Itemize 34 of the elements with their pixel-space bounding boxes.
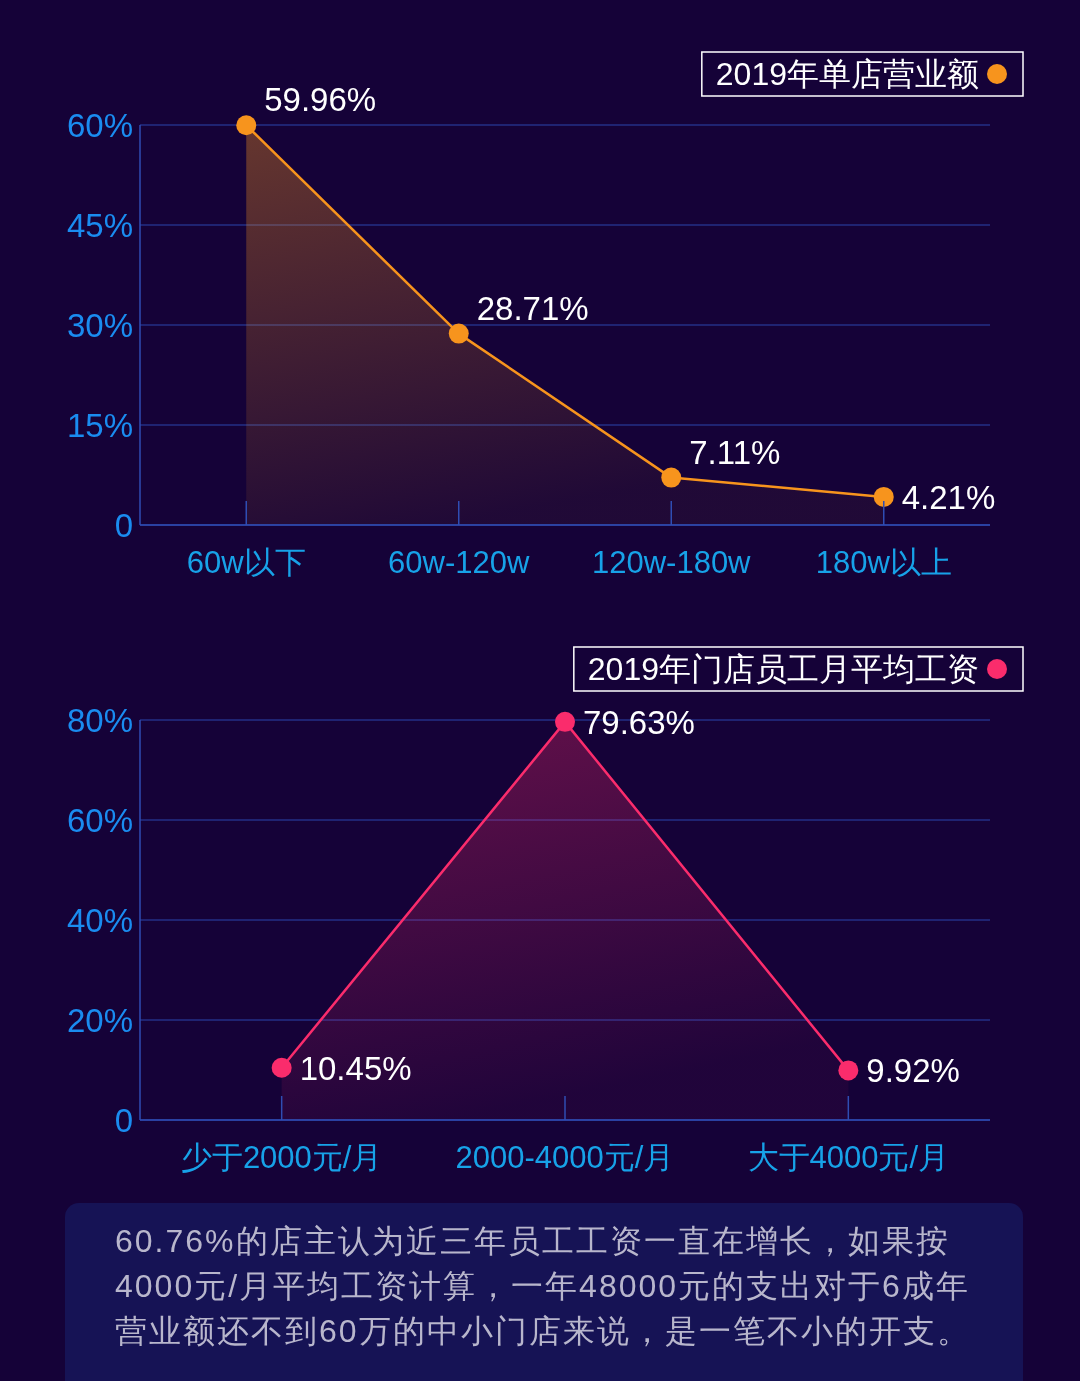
x-tick-label: 少于2000元/月 [180, 1140, 383, 1175]
y-tick-label: 20% [66, 1002, 133, 1039]
y-tick-label: 0 [114, 507, 133, 544]
data-label: 4.21% [901, 478, 996, 516]
point [236, 115, 257, 136]
y-tick-label: 30% [66, 307, 133, 344]
y-tick-label: 45% [66, 207, 133, 244]
legend-label: 2019年单店营业额 [715, 56, 979, 92]
y-tick-label: 60% [66, 802, 133, 839]
x-tick-label: 2000-4000元/月 [455, 1140, 675, 1175]
x-tick-label: 180w以上 [815, 545, 952, 580]
x-tick-label: 大于4000元/月 [747, 1140, 950, 1175]
legend-label: 2019年门店员工月平均工资 [587, 651, 979, 687]
data-label: 10.45% [299, 1049, 412, 1087]
y-tick-label: 0 [114, 1102, 133, 1139]
point [271, 1057, 292, 1078]
data-label: 9.92% [866, 1052, 960, 1090]
y-tick-label: 15% [66, 407, 133, 444]
text: 60.76%的店主认为近三年员工工资一直在增长，如果按4000元/月平均工资计算，一年48000元的支出对于6成年营业额还不到60万的中小门店来说，是一笔不小的开支。 [115, 1222, 972, 1351]
point [448, 323, 469, 344]
x-tick-label: 60w-120w [388, 545, 531, 580]
data-label: 59.96% [264, 81, 377, 119]
point [873, 486, 894, 507]
x-tick-label: 120w-180w [591, 545, 752, 580]
data-label: 79.63% [583, 703, 695, 741]
data-label: 7.11% [689, 433, 781, 471]
point [555, 711, 575, 732]
point [661, 467, 682, 488]
y-tick-label: 80% [66, 702, 133, 739]
y-tick-label: 60% [66, 107, 133, 144]
x-tick-label: 60w以下 [186, 545, 306, 580]
point [838, 1060, 859, 1081]
data-label: 28.71% [476, 289, 589, 327]
y-tick-label: 40% [66, 902, 133, 939]
